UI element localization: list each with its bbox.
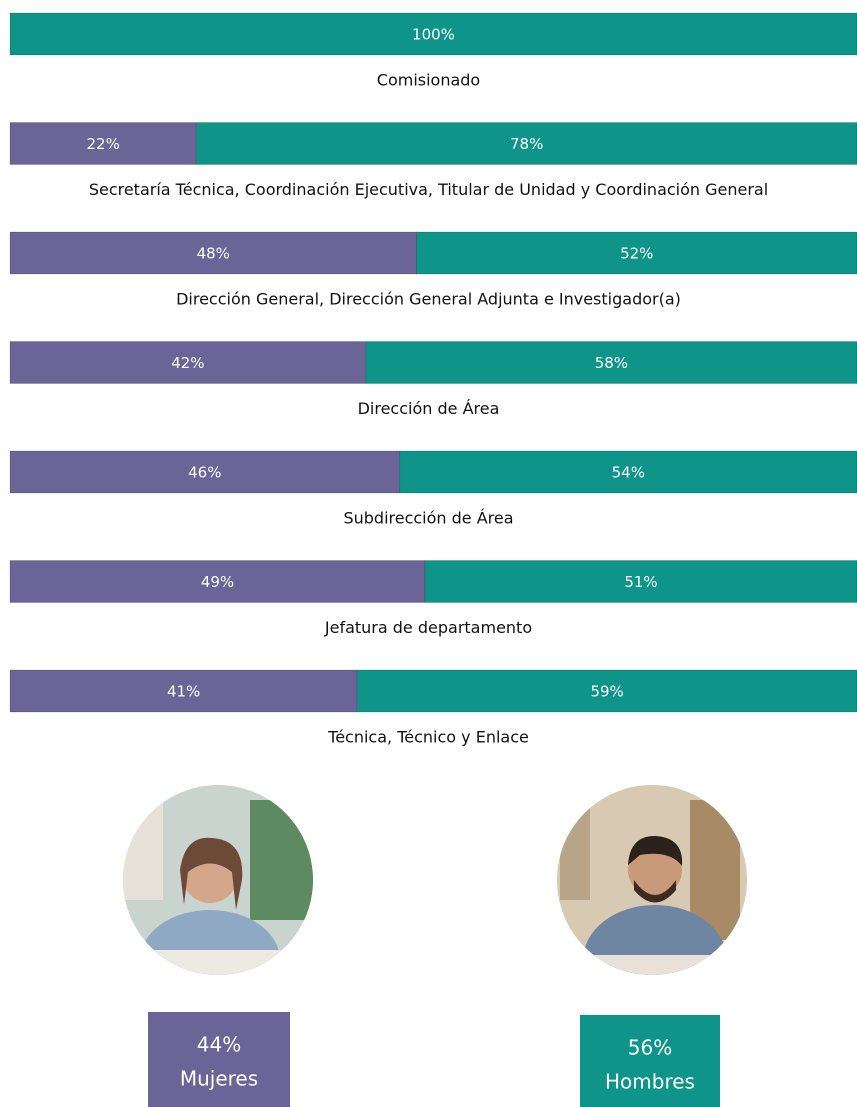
summary-name: Hombres (605, 1070, 695, 1094)
value-label: 58% (595, 354, 628, 372)
summary-percent: 44% (197, 1033, 241, 1057)
summary-percent: 56% (628, 1036, 672, 1060)
category-label: Secretaría Técnica, Coordinación Ejecuti… (89, 180, 768, 199)
value-label: 49% (201, 573, 234, 591)
value-label: 41% (167, 683, 200, 701)
summary-name: Mujeres (180, 1067, 258, 1091)
value-label: 42% (171, 354, 204, 372)
value-label: 54% (612, 464, 645, 482)
photo-woman (123, 785, 320, 1010)
value-label: 52% (620, 245, 653, 263)
value-label: 22% (86, 135, 119, 153)
summary-box (148, 1012, 290, 1107)
category-label: Dirección de Área (358, 399, 500, 418)
page: 100% Comisionado 22% 78% Secretaría Técnica,… (0, 0, 857, 1107)
category-label: Jefatura de departamento (324, 618, 532, 637)
value-label: 51% (624, 573, 657, 591)
value-label: 48% (197, 245, 230, 263)
category-label: Comisionado (377, 71, 480, 90)
chart: 100% Comisionado 22% 78% Secretaría Técnica,… (0, 0, 857, 1107)
value-label: 100% (412, 26, 455, 44)
category-label: Subdirección de Área (343, 509, 513, 528)
category-label: Técnica, Técnico y Enlace (327, 728, 529, 747)
value-label: 46% (188, 464, 221, 482)
category-label: Dirección General, Dirección General Adj… (176, 290, 681, 309)
value-label: 59% (590, 683, 623, 701)
photo-man (557, 785, 747, 1015)
value-label: 78% (510, 135, 543, 153)
